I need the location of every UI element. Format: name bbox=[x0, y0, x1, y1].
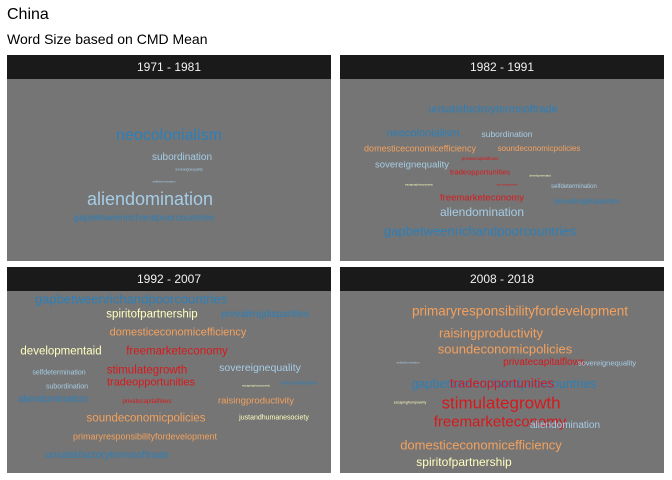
facet-panel-2: 1982 - 1991 unsatisfactorytermsoftrade ne… bbox=[340, 55, 664, 261]
word-raisingproductivity: raisingproductivity bbox=[438, 325, 544, 341]
facet-panel-3: 1992 - 2007 gapbetweenrichandpoorcountri… bbox=[7, 267, 331, 473]
word-cloud: gapbetweenrichandpoorcountries spiritofpa… bbox=[7, 291, 331, 473]
word-tradeopportunities: tradeopportunities bbox=[449, 167, 511, 177]
word-unsatisfactorytermsoftrade: unsatisfactorytermsoftrade bbox=[428, 103, 558, 116]
word-freemarketeconomy: freemarketeconomy bbox=[126, 345, 228, 358]
word-soundeconomicpolicies: soundeconomicpolicies bbox=[86, 412, 206, 425]
word-raisingproductivity: raisingproductivity bbox=[217, 395, 295, 407]
word-spiritofpartnership: spiritofpartnership bbox=[106, 308, 198, 321]
word-developmentaid: developmentaid bbox=[20, 345, 102, 358]
word-gapbetweenrichandpoorcountries: gapbetweenrichandpoorcountries bbox=[73, 212, 215, 224]
word-domesticeconomicefficiency: domesticeconomicefficiency bbox=[109, 326, 247, 339]
facet-strip-label: 1971 - 1981 bbox=[7, 55, 331, 79]
word-aliendomination: aliendomination bbox=[439, 205, 525, 219]
word-stimulategrowth: stimulategrowth bbox=[106, 364, 188, 377]
word-selfdetermination: selfdetermination bbox=[551, 184, 597, 190]
word-prevailingdisparities: prevailingdisparities bbox=[554, 196, 620, 206]
word-sovereignequality: sovereignequality bbox=[219, 361, 301, 374]
facet-panel-1: 1971 - 1981 neocolonialism subordination s… bbox=[7, 55, 331, 261]
word-sovereignequality: sovereignequality bbox=[175, 167, 203, 172]
facet-strip-label: 1992 - 2007 bbox=[7, 267, 331, 291]
word-sovereignequality: sovereignequality bbox=[375, 159, 449, 171]
word-gapbetweenrichandpoorcountries: gapbetweenrichandpoorcountries bbox=[383, 223, 577, 239]
facet-strip-label: 1982 - 1991 bbox=[340, 55, 664, 79]
word-cloud: primaryresponsibilityfordevelopment raisi… bbox=[340, 291, 664, 473]
word-soundeconomicpolicies: soundeconomicpolicies bbox=[497, 144, 581, 153]
chart-title: China bbox=[7, 6, 49, 23]
word-gapbetweenrichandpoorcountries: gapbetweenrichandpoorcountries bbox=[411, 376, 597, 391]
word-freemarketeconomy: freemarketeconomy bbox=[433, 413, 567, 431]
word-developmentaid: developmentaid bbox=[529, 173, 551, 178]
word-sovereignequality: sovereignequality bbox=[577, 358, 637, 368]
word-justandhumanesociety: justandhumanesociety bbox=[239, 414, 309, 422]
word-gapbetweenrichandpoorcountries: gapbetweenrichandpoorcountries bbox=[34, 291, 228, 307]
word-privatecapitalflows: privatecapitalflows bbox=[503, 357, 585, 368]
word-aliendomination: aliendomination bbox=[17, 394, 89, 405]
word-selfdetermination: selfdetermination bbox=[152, 179, 176, 184]
word-escapingfrompoverty: escapingfrompoverty bbox=[405, 182, 433, 187]
word-tradeopportunities: tradeopportunities bbox=[106, 376, 196, 389]
word-aliendomination: aliendomination bbox=[86, 189, 214, 209]
chart-subtitle: Word Size based on CMD Mean bbox=[7, 31, 208, 47]
word-cloud: neocolonialism subordination sovereignequa… bbox=[7, 79, 331, 261]
word-subordination: subordination bbox=[481, 128, 533, 139]
word-neocolonialism: neocolonialism bbox=[386, 127, 460, 140]
word-cloud: unsatisfactorytermsoftrade neocolonialism… bbox=[340, 79, 664, 261]
word-subordination: subordination bbox=[45, 383, 89, 391]
word-privatecapitalflows: privatecapitalflows bbox=[122, 399, 172, 405]
word-stimulategrowth: stimulategrowth bbox=[441, 393, 561, 413]
word-escapingfrompoverty: escapingfrompoverty bbox=[242, 383, 270, 388]
word-domesticeconomicefficiency: domesticeconomicefficiency bbox=[364, 143, 476, 154]
word-neocolonialism: neocolonialism bbox=[116, 127, 222, 144]
word-subordination: subordination bbox=[151, 152, 213, 163]
word-escapingfrompoverty: escapingfrompoverty bbox=[393, 400, 427, 405]
word-unsatisfactorytermsoftrade: unsatisfactorytermsoftrade bbox=[45, 448, 169, 461]
word-tradeopportunities: tradeopportunities bbox=[449, 375, 555, 391]
word-selfdetermination: selfdetermination bbox=[396, 360, 420, 365]
word-selfdetermination: selfdetermination bbox=[32, 369, 86, 377]
word-primaryresponsibilityfordevelopment: primaryresponsibilityfordevelopment bbox=[72, 431, 218, 442]
word-soundeconomicpolicies: soundeconomicpolicies bbox=[437, 341, 573, 357]
word-prevailingdisparities: prevailingdisparities bbox=[221, 309, 309, 320]
word-neocolonialism: neocolonialism bbox=[280, 380, 318, 387]
facet-panel-4: 2008 - 2018 primaryresponsibilityfordeve… bbox=[340, 267, 664, 473]
word-spiritofpartnership: spiritofpartnership bbox=[416, 455, 512, 469]
word-freemarketeconomy: freemarketeconomy bbox=[440, 192, 524, 204]
word-aliendomination: aliendomination bbox=[529, 420, 601, 431]
facet-strip-label: 2008 - 2018 bbox=[340, 267, 664, 291]
word-primaryresponsibilityfordevelopment: primaryresponsibilityfordevelopment bbox=[411, 303, 629, 319]
word-privatecapitalflows: privatecapitalflows bbox=[461, 155, 499, 161]
word-domesticeconomicefficiency: domesticeconomicefficiency bbox=[400, 437, 562, 453]
word-stimulategrowth: stimulategrowth bbox=[496, 182, 518, 187]
